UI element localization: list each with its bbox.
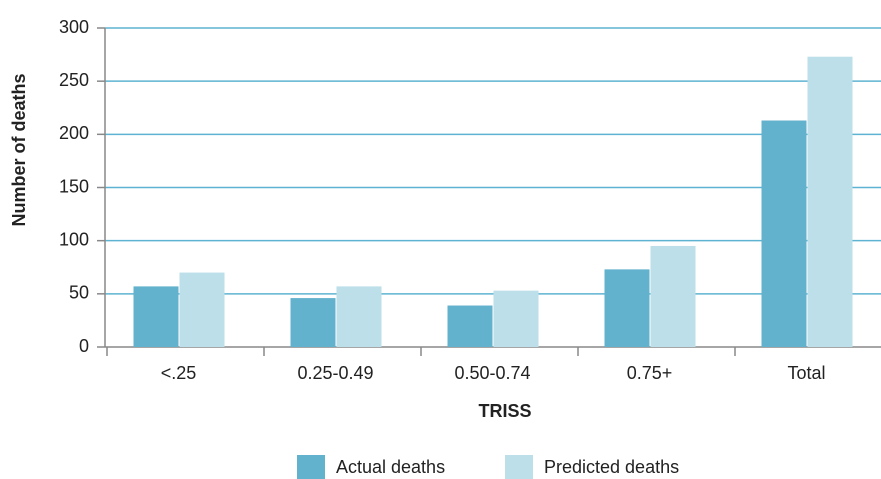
y-tick-label: 250: [59, 70, 89, 90]
legend-label: Predicted deaths: [544, 457, 679, 477]
y-tick-label: 150: [59, 176, 89, 196]
y-axis-label: Number of deaths: [9, 73, 29, 226]
bar: [761, 120, 807, 347]
x-axis-label: TRISS: [478, 401, 531, 421]
y-tick-label: 0: [79, 336, 89, 356]
x-tick-label: 0.25-0.49: [297, 363, 373, 383]
y-tick-label: 300: [59, 17, 89, 37]
x-tick-label: <.25: [161, 363, 197, 383]
bar: [493, 290, 539, 347]
y-tick-label: 100: [59, 229, 89, 249]
bar: [604, 269, 650, 347]
bar: [650, 245, 696, 347]
bar: [807, 56, 853, 348]
bar: [133, 286, 179, 347]
bar: [179, 272, 225, 347]
x-tick-label: 0.75+: [627, 363, 673, 383]
bar: [336, 286, 382, 347]
legend-label: Actual deaths: [336, 457, 445, 477]
y-tick-label: 50: [69, 283, 89, 303]
legend-swatch: [297, 455, 325, 479]
x-tick-label: Total: [787, 363, 825, 383]
y-tick-label: 200: [59, 123, 89, 143]
x-tick-label: 0.50-0.74: [454, 363, 530, 383]
bar: [447, 305, 493, 347]
bar: [290, 298, 336, 347]
legend-swatch: [505, 455, 533, 479]
